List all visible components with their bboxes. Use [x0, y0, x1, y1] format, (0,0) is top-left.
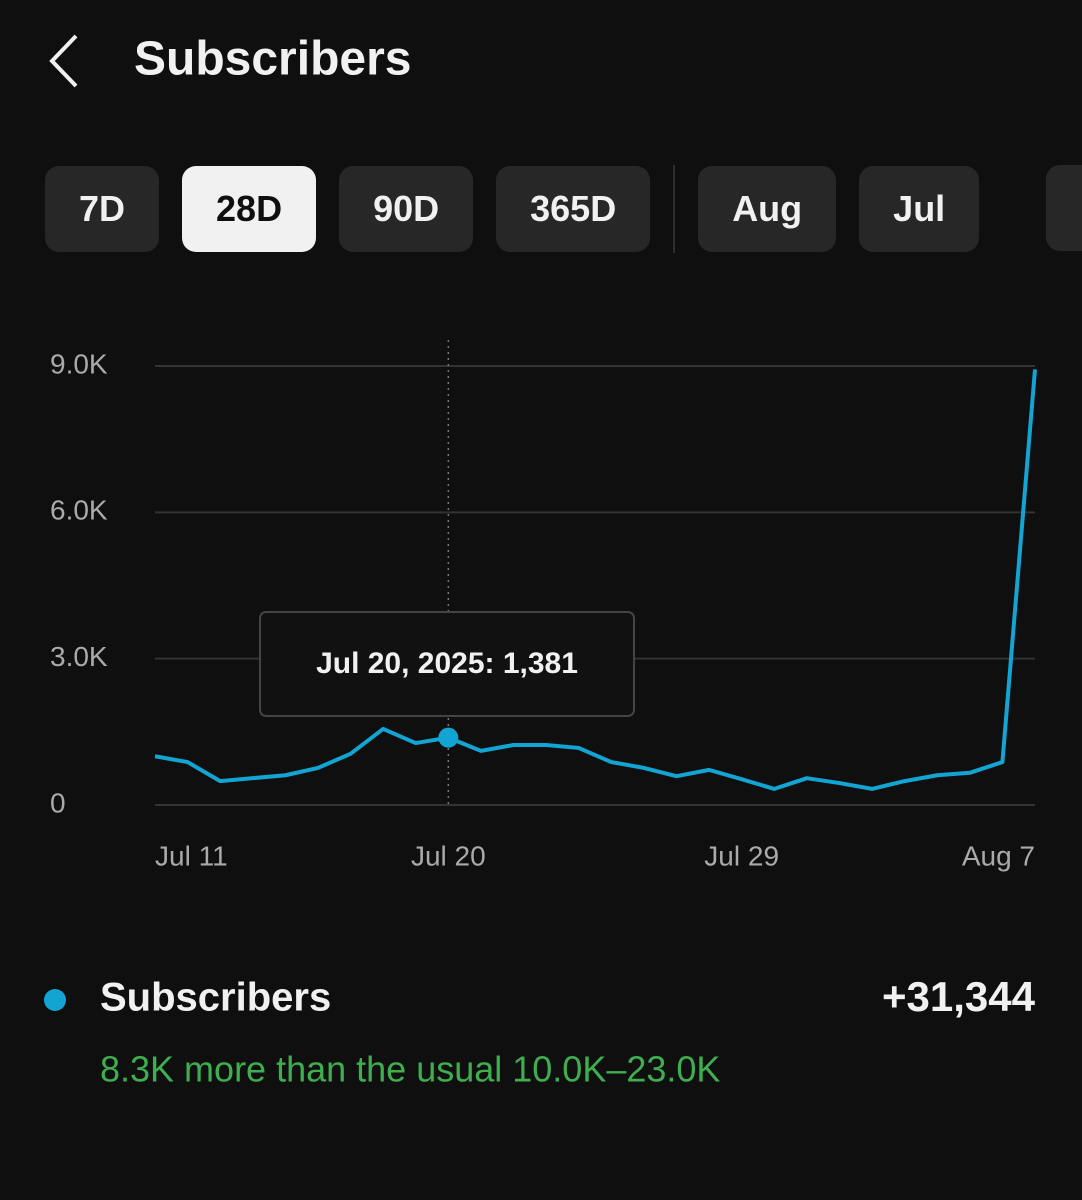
x-tick-label: Jul 29 — [704, 840, 779, 871]
legend-dot — [44, 989, 66, 1011]
y-tick-label: 0 — [50, 787, 66, 818]
divider — [673, 165, 676, 253]
tab[interactable]: Jul — [859, 166, 980, 252]
series-line — [154, 369, 1037, 791]
tab[interactable]: 90D — [339, 166, 474, 252]
highlight-point — [438, 727, 459, 748]
comparison: 8.3K more than the usual 10.0K–23.0K — [100, 1049, 720, 1090]
y-tick-label: 6.0K — [50, 495, 108, 526]
legend-label: Subscribers — [100, 976, 331, 1020]
x-tick-label: Aug 7 — [962, 840, 1035, 871]
tab[interactable]: Aug — [698, 166, 837, 252]
y-tick-label: 9.0K — [50, 348, 108, 379]
x-tick-label: Jul 11 — [155, 840, 228, 871]
tab[interactable]: 28D — [182, 166, 317, 252]
back-arrow[interactable] — [49, 34, 78, 88]
tab[interactable]: 365D — [496, 166, 651, 252]
total: +31,344 — [882, 973, 1036, 1020]
tooltip-box — [259, 611, 635, 717]
tab-bar: 7D 28D 90D 365D Aug Jul — [45, 165, 980, 253]
x-tick-label: Jul 20 — [411, 840, 486, 871]
y-tick-label: 3.0K — [50, 641, 108, 672]
tooltip-text: Jul 20, 2025: 1,381 — [316, 647, 578, 680]
page-title: Subscribers — [134, 33, 411, 86]
tab[interactable]: 7D — [45, 166, 160, 252]
tab-partial[interactable] — [1046, 165, 1082, 251]
